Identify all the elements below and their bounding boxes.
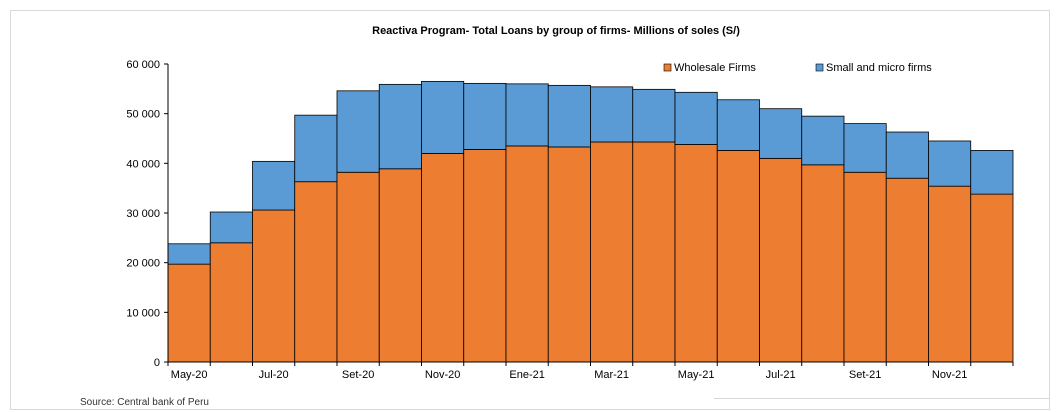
bar-small-micro-12 [674,91,718,145]
legend-label-small-micro: Small and micro firms [826,62,932,74]
bar-small-micro-15 [801,115,845,166]
bar-small-micro-7 [463,82,507,150]
x-tick-label: Ene-21 [509,369,544,381]
bar-small-micro-2 [252,160,296,211]
x-tick-label: Set-21 [849,369,881,381]
bar-small-micro-14 [759,108,803,159]
chart-title: Reactiva Program- Total Loans by group o… [372,25,740,37]
bar-wholesale-14 [759,157,803,363]
source-note: Source: Central bank of Peru [80,397,209,408]
x-tick-label: Mar-21 [594,369,629,381]
bar-small-micro-3 [294,114,338,183]
plot-area: 0 10 000 20 000 30 000 40 000 50 000 60 000 May… [126,59,1014,381]
bar-small-micro-11 [632,88,676,143]
y-tick-label: 60 000 [126,59,160,71]
bar-wholesale-11 [632,141,676,363]
x-tick-label: Nov-21 [932,369,967,381]
bar-wholesale-9 [547,146,591,363]
x-tick-label: Jul-20 [259,369,289,381]
chart-frame [10,10,1050,410]
bar-small-micro-6 [421,80,465,154]
bar-small-micro-16 [843,123,887,173]
bar-wholesale-19 [970,193,1014,363]
y-tick-label: 20 000 [126,258,160,270]
bar-wholesale-7 [463,149,507,363]
bar-wholesale-8 [505,145,549,363]
legend-label-wholesale: Wholesale Firms [674,62,756,74]
bar-small-micro-10 [590,86,634,143]
bar-small-micro-19 [970,150,1014,195]
bar-wholesale-18 [928,185,972,363]
bar-wholesale-2 [252,209,296,363]
bar-wholesale-10 [590,141,634,363]
y-tick-label: 40 000 [126,158,160,170]
bar-wholesale-16 [843,171,887,363]
bar-wholesale-6 [421,152,465,363]
legend-swatch-small-micro [815,63,824,72]
x-tick-label: May-21 [678,369,715,381]
x-tick-label: Jul-21 [766,369,796,381]
legend-swatch-wholesale [663,63,672,72]
bar-wholesale-4 [336,171,380,363]
y-tick-label: 10 000 [126,307,160,319]
bar-small-micro-17 [885,131,929,179]
bar-small-micro-0 [167,243,211,265]
bar-wholesale-5 [378,168,422,363]
bar-small-micro-13 [716,99,760,151]
bar-small-micro-18 [928,140,972,187]
y-tick-label: 50 000 [126,109,160,121]
bar-small-micro-5 [378,83,422,170]
bar-wholesale-1 [209,242,253,363]
x-tick-label: Set-20 [342,369,374,381]
y-tick-label: 30 000 [126,208,160,220]
x-tick-label: Nov-20 [425,369,460,381]
bar-wholesale-12 [674,144,718,363]
bar-wholesale-13 [716,150,760,363]
legend: Wholesale Firms Small and micro firms [663,62,932,74]
bar-wholesale-15 [801,164,845,363]
y-tick-label: 0 [154,357,160,369]
bar-small-micro-1 [209,211,253,244]
bar-wholesale-17 [885,177,929,363]
bar-wholesale-0 [167,263,211,363]
bar-wholesale-3 [294,181,338,363]
bar-small-micro-4 [336,90,380,173]
divider-line [714,398,1050,399]
x-tick-label: May-20 [171,369,208,381]
bar-small-micro-9 [547,84,591,148]
bar-small-micro-8 [505,83,549,147]
